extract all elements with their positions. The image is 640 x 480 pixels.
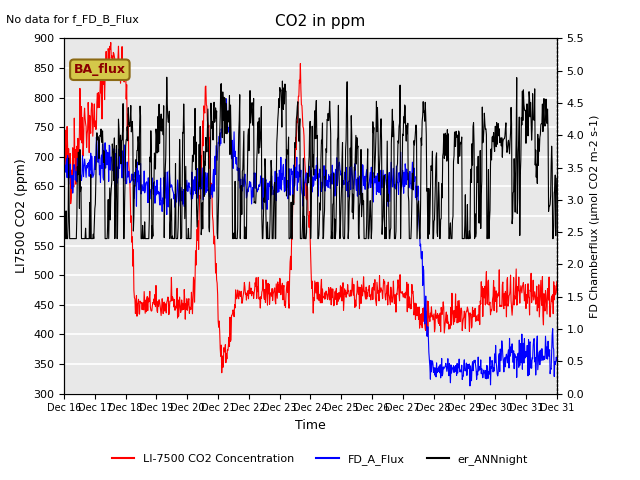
Y-axis label: LI7500 CO2 (ppm): LI7500 CO2 (ppm) [15, 158, 28, 274]
Legend: LI-7500 CO2 Concentration, FD_A_Flux, er_ANNnight: LI-7500 CO2 Concentration, FD_A_Flux, er… [108, 450, 532, 469]
Text: BA_flux: BA_flux [74, 63, 126, 76]
X-axis label: Time: Time [295, 419, 326, 432]
Y-axis label: FD Chamberflux (μmol CO2 m-2 s-1): FD Chamberflux (μmol CO2 m-2 s-1) [590, 114, 600, 318]
Text: CO2 in ppm: CO2 in ppm [275, 14, 365, 29]
Text: No data for f_FD_B_Flux: No data for f_FD_B_Flux [6, 14, 140, 25]
